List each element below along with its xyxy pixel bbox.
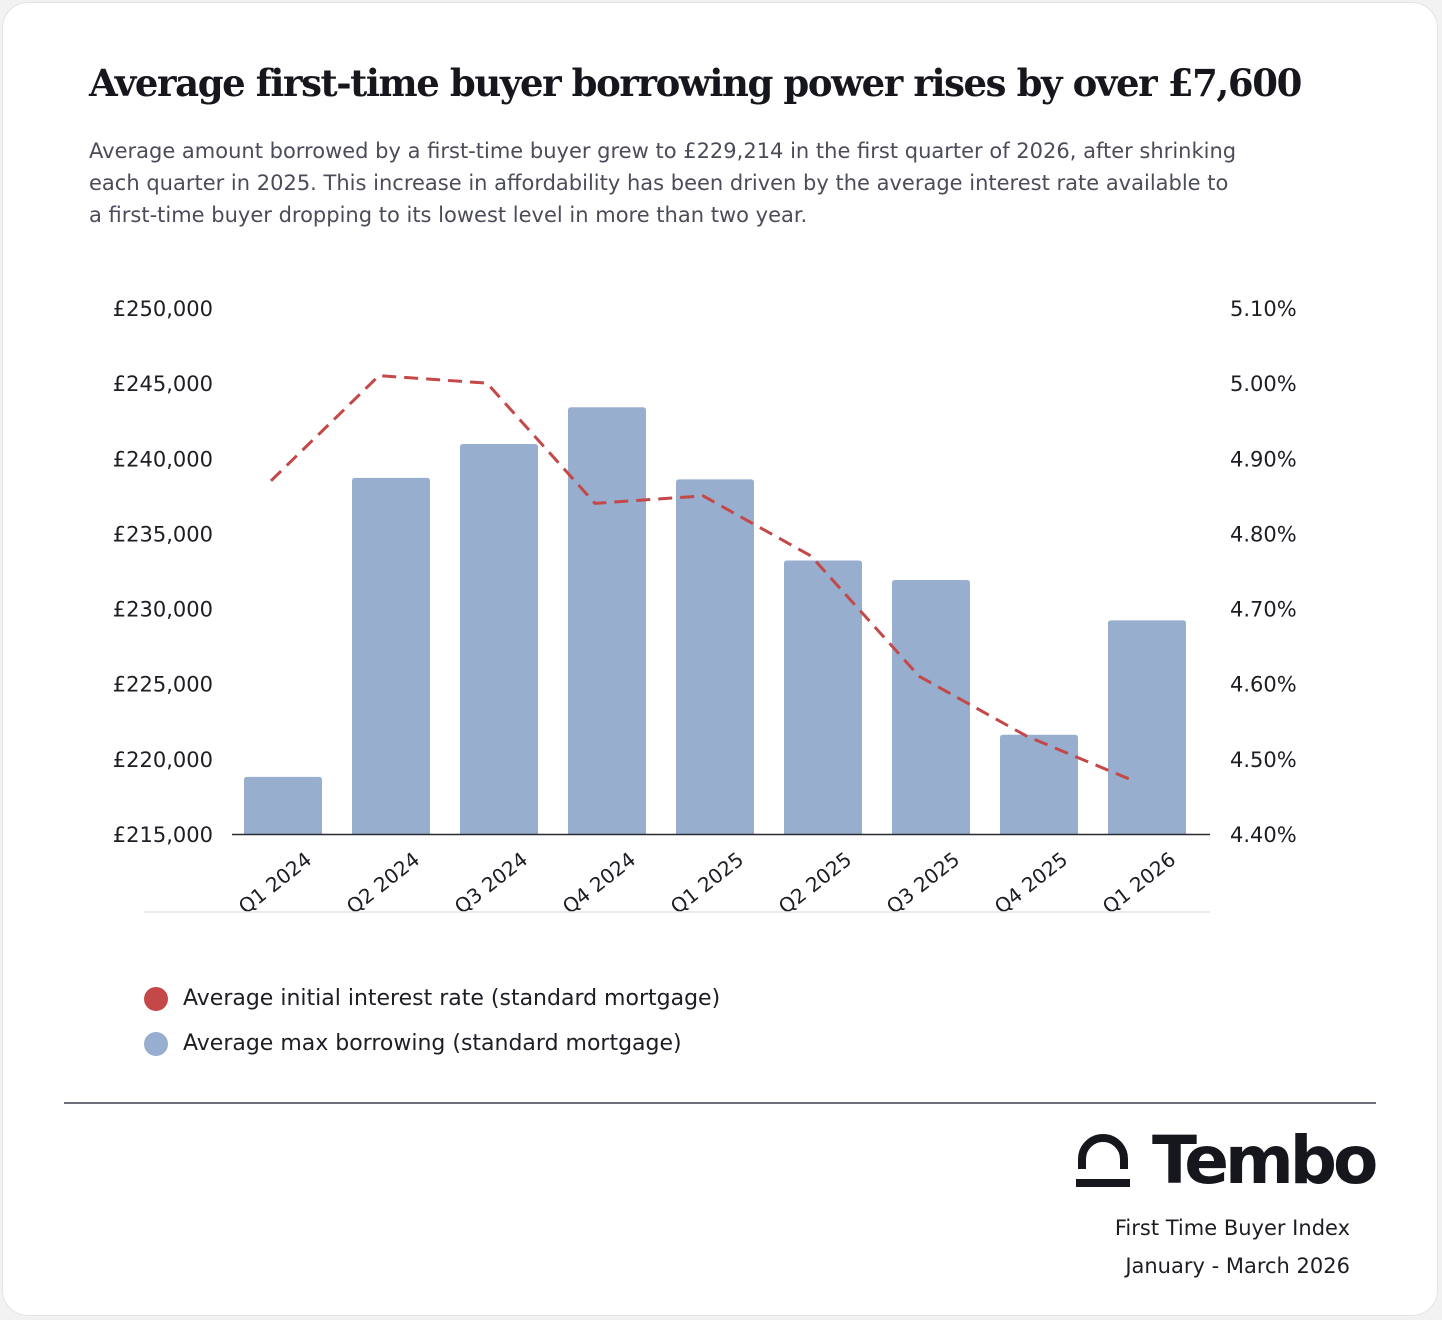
left-axis-ticks: £215,000 £220,000 £225,000 £230,000 £235,000… <box>113 297 213 847</box>
chart-subtitle: Average amount borrowed by a first-time … <box>89 139 1237 227</box>
legend-item-interest-rate: Average initial interest rate (standard … <box>144 976 720 1021</box>
bar-max-borrowing <box>460 444 538 834</box>
left-axis-tick-label: £215,000 <box>113 823 213 847</box>
bar-max-borrowing <box>568 407 646 834</box>
x-axis-tick-label: Q1 2026 <box>1098 847 1180 919</box>
bar-max-borrowing <box>352 477 430 834</box>
bar-max-borrowing <box>784 560 862 834</box>
x-axis-tick-label: Q4 2025 <box>990 847 1072 919</box>
right-axis-ticks: 4.40% 4.50% 4.60% 4.70% 4.80% 4.90% 5.00% 5.10% <box>1230 297 1297 847</box>
x-axis-tick-label: Q2 2024 <box>342 847 424 919</box>
right-axis-tick-label: 4.50% <box>1230 748 1297 772</box>
brand-name: Tembo <box>1152 1122 1378 1199</box>
x-axis-tick-label: Q3 2024 <box>450 847 532 919</box>
legend-label-max-borrowing: Average max borrowing (standard mortgage… <box>183 1031 682 1056</box>
legend-dot-red-icon <box>144 986 168 1011</box>
x-axis-tick-label: Q4 2024 <box>558 847 640 919</box>
right-axis-tick-label: 4.80% <box>1230 522 1297 546</box>
chart-title: Average first-time buyer borrowing power… <box>89 61 1302 105</box>
right-axis-tick-label: 4.40% <box>1230 823 1297 847</box>
bar-series <box>244 407 1186 834</box>
bar-max-borrowing <box>244 776 322 834</box>
index-name: First Time Buyer Index <box>1114 1216 1350 1240</box>
left-axis-tick-label: £230,000 <box>113 598 213 622</box>
right-axis-tick-label: 5.00% <box>1230 372 1297 396</box>
tembo-logo-icon <box>1076 1134 1130 1187</box>
x-axis-tick-label: Q2 2025 <box>774 847 856 919</box>
bar-max-borrowing <box>892 580 970 834</box>
right-axis-tick-label: 4.90% <box>1230 447 1297 471</box>
combo-chart: £215,000 £220,000 £225,000 £230,000 £235,000… <box>113 297 1297 919</box>
bar-max-borrowing <box>676 479 754 834</box>
left-axis-tick-label: £225,000 <box>113 673 213 697</box>
x-axis-tick-label: Q3 2025 <box>882 847 964 919</box>
legend-item-max-borrowing: Average max borrowing (standard mortgage… <box>144 1021 720 1066</box>
legend-label-interest-rate: Average initial interest rate (standard … <box>183 986 721 1011</box>
x-axis-ticks: Q1 2024 Q2 2024 Q3 2024 Q4 2024 Q1 2025 Q2 20… <box>234 847 1180 919</box>
right-axis-tick-label: 5.10% <box>1230 297 1297 321</box>
right-axis-tick-label: 4.70% <box>1230 598 1297 622</box>
bar-max-borrowing <box>1000 734 1078 834</box>
right-axis-tick-label: 4.60% <box>1230 673 1297 697</box>
left-axis-tick-label: £235,000 <box>113 522 213 546</box>
x-axis-tick-label: Q1 2024 <box>234 847 316 919</box>
index-period: January - March 2026 <box>1125 1254 1350 1278</box>
legend: Average initial interest rate (standard … <box>144 976 720 1066</box>
left-axis-tick-label: £220,000 <box>113 748 213 772</box>
left-axis-tick-label: £250,000 <box>113 297 213 321</box>
tembo-logo: Tembo <box>1074 1122 1378 1199</box>
left-axis-tick-label: £240,000 <box>113 447 213 471</box>
legend-dot-blue-icon <box>144 1031 168 1056</box>
left-axis-tick-label: £245,000 <box>113 372 213 396</box>
interest-rate-line <box>269 374 1136 783</box>
footer-divider <box>64 1102 1376 1104</box>
x-axis-tick-label: Q1 2025 <box>666 847 748 919</box>
bar-max-borrowing <box>1108 620 1186 834</box>
